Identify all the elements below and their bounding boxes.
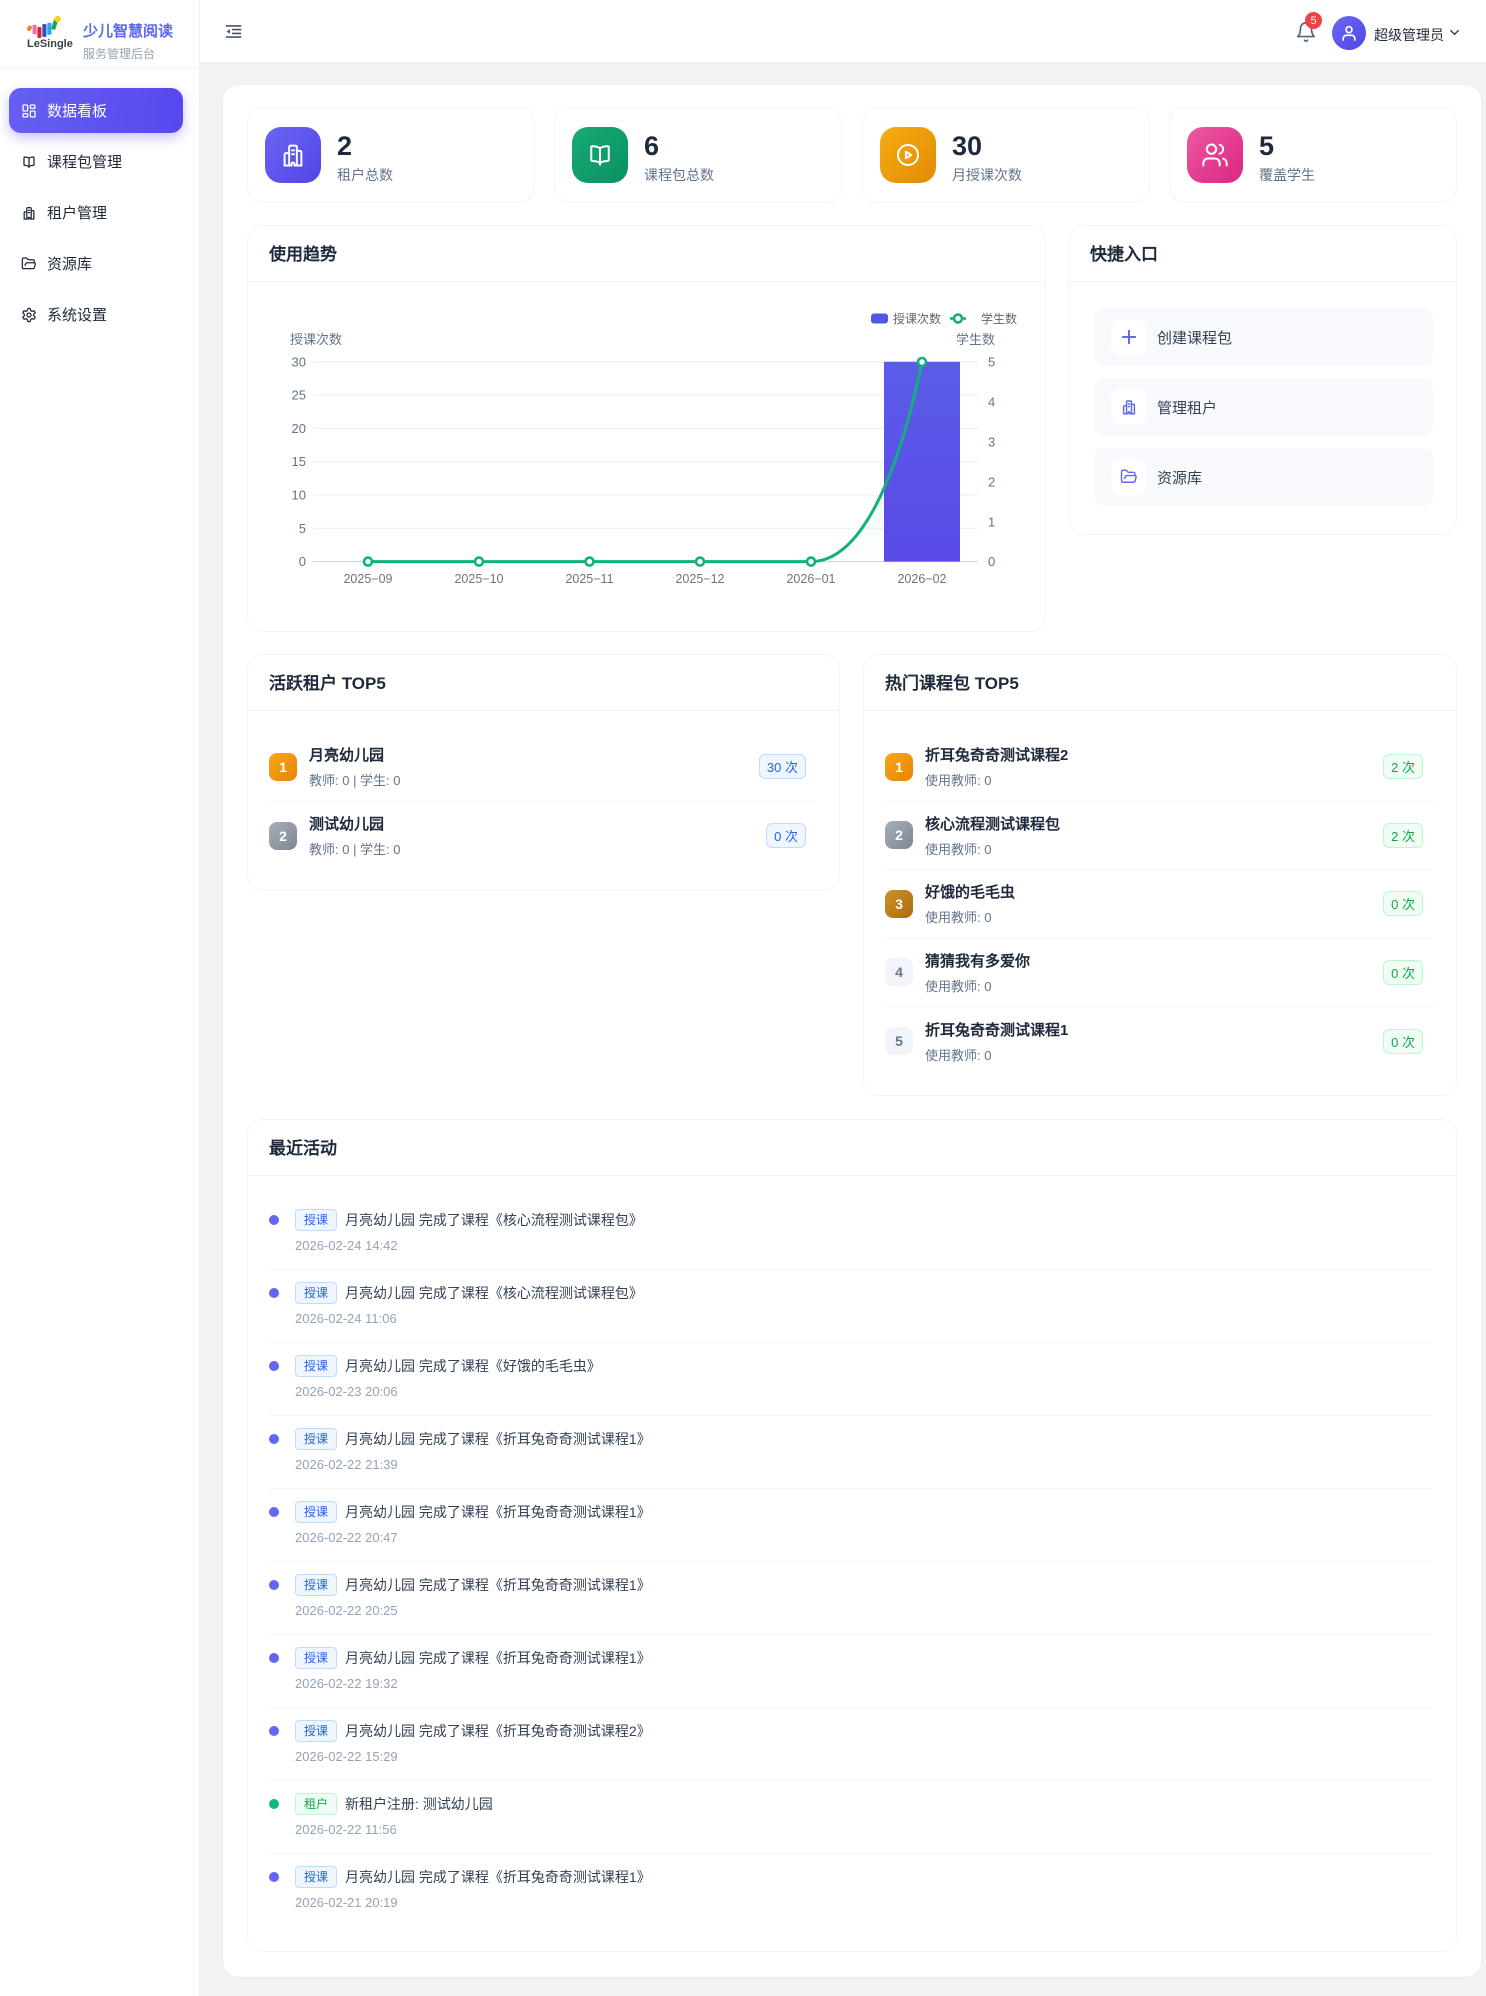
svg-text:10: 10	[292, 488, 306, 503]
svg-text:学生数: 学生数	[981, 311, 1017, 326]
svg-text:2025−10: 2025−10	[454, 572, 503, 586]
svg-text:2026−01: 2026−01	[786, 572, 835, 586]
svg-text:25: 25	[292, 388, 306, 403]
svg-text:1: 1	[988, 514, 995, 529]
svg-text:5: 5	[299, 521, 306, 536]
svg-text:2025−09: 2025−09	[343, 572, 392, 586]
svg-text:30: 30	[292, 354, 306, 369]
svg-text:15: 15	[292, 454, 306, 469]
svg-text:2026−02: 2026−02	[897, 572, 946, 586]
svg-text:2025−11: 2025−11	[565, 572, 613, 586]
svg-text:0: 0	[299, 554, 306, 569]
svg-text:2: 2	[988, 474, 995, 489]
svg-text:学生数: 学生数	[956, 332, 995, 347]
svg-text:4: 4	[988, 394, 995, 409]
svg-text:3: 3	[988, 434, 995, 449]
svg-text:0: 0	[988, 554, 995, 569]
svg-text:2025−12: 2025−12	[675, 572, 724, 586]
svg-text:20: 20	[292, 421, 306, 436]
svg-text:授课次数: 授课次数	[290, 332, 342, 347]
svg-text:授课次数: 授课次数	[893, 311, 941, 326]
svg-text:5: 5	[988, 354, 995, 369]
